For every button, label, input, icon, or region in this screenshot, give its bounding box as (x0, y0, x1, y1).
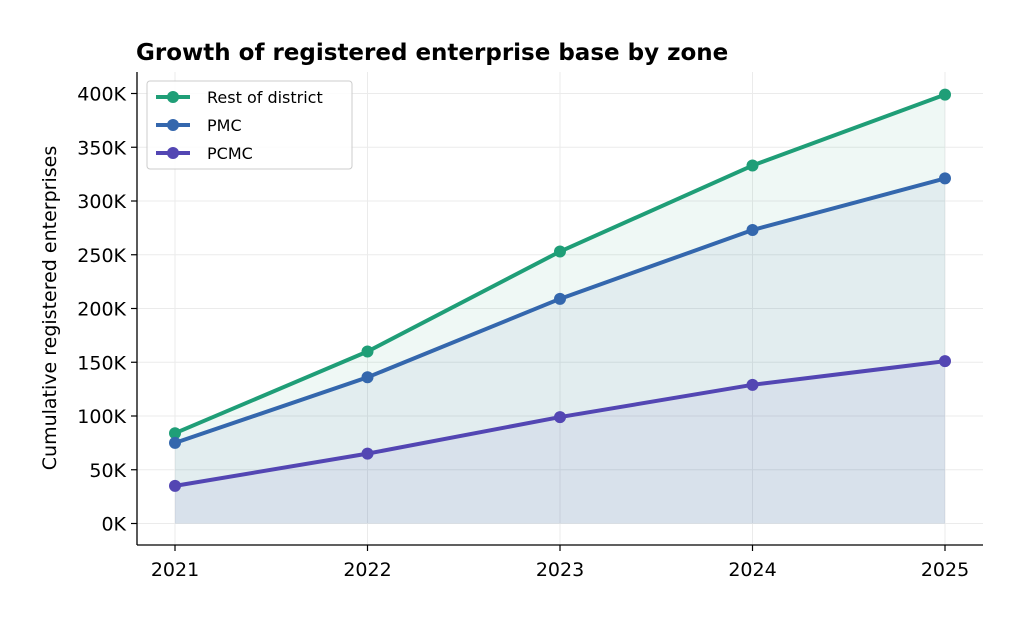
data-point-series-2 (746, 378, 759, 391)
x-tick-label: 2024 (728, 559, 776, 581)
data-point-series-2 (169, 479, 181, 492)
data-point-series-0 (746, 159, 759, 172)
legend-swatch-marker (167, 119, 179, 131)
legend-label: Rest of district (207, 88, 323, 107)
y-tick-label: 400K (77, 84, 126, 106)
legend-label: PCMC (207, 144, 253, 163)
y-tick-label: 50K (89, 460, 126, 482)
data-point-series-1 (746, 224, 759, 237)
y-tick-label: 0K (101, 514, 126, 536)
data-point-series-2 (361, 447, 374, 460)
y-tick-label: 100K (77, 406, 126, 428)
data-point-series-1 (169, 436, 181, 449)
legend-label: PMC (207, 116, 242, 135)
x-tick-label: 2022 (343, 559, 391, 581)
data-point-series-0 (554, 245, 566, 258)
data-point-series-0 (939, 88, 951, 101)
y-axis-label: Cumulative registered enterprises (39, 146, 61, 470)
data-point-series-2 (939, 355, 951, 368)
x-tick-label: 2025 (921, 559, 969, 581)
legend: Rest of district PMC PCMC (146, 80, 353, 170)
y-tick-label: 300K (77, 191, 126, 213)
y-tick-label: 150K (77, 352, 126, 374)
y-tick-label: 250K (77, 245, 126, 267)
area-fills (175, 94, 945, 524)
x-tick-label: 2021 (151, 559, 199, 581)
series-points (169, 88, 951, 492)
area-fill-series-0 (175, 94, 945, 524)
legend-swatch-marker (167, 147, 179, 159)
area-fill-series-1 (175, 178, 945, 524)
chart-title: Growth of registered enterprise base by … (136, 40, 728, 66)
y-tick-label: 350K (77, 137, 126, 159)
data-point-series-1 (361, 371, 374, 384)
area-fill-series-2 (175, 361, 945, 524)
data-point-series-1 (554, 292, 566, 305)
y-ticks: 0K 50K 100K 150K 200K 250K 300K 350K 400K (77, 84, 137, 536)
data-point-series-0 (361, 345, 374, 358)
y-tick-label: 200K (77, 299, 126, 321)
legend-box (146, 80, 353, 170)
data-point-series-1 (939, 172, 951, 185)
data-point-series-2 (554, 411, 566, 424)
x-tick-label: 2023 (536, 559, 584, 581)
legend-swatch-marker (167, 91, 179, 103)
x-ticks: 2021 2022 2023 2024 2025 (151, 545, 969, 581)
data-point-series-0 (169, 427, 181, 440)
